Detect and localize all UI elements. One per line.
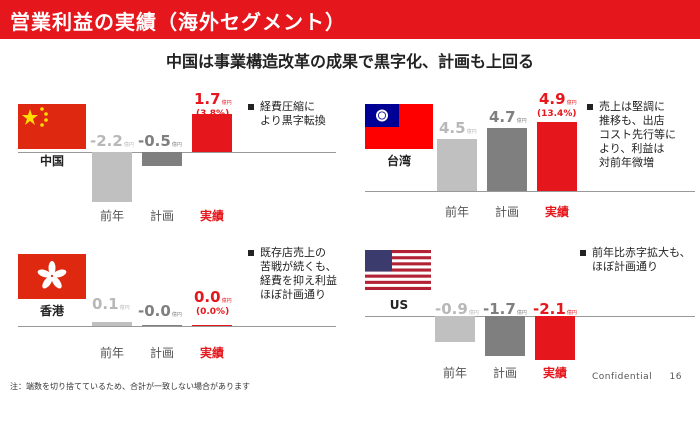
category-plan: 計画 xyxy=(149,209,174,223)
category-actual: 実績 xyxy=(542,366,567,380)
panel-china: 中国 -2.2億円 -0.5億円 1.7億円 (3.8%) 前年 計画 実績 経… xyxy=(0,90,340,230)
footnote: 注：端数を切り捨てているため、合計が一致しない場合があります xyxy=(10,382,250,391)
note: 既存店売上の 苦戦が続くも、 経費を抑え利益 ほぼ計画通り xyxy=(248,246,358,302)
bar-actual xyxy=(535,316,575,360)
taiwan-flag-icon xyxy=(365,104,433,149)
note: 前年比赤字拡大も、 ほぼ計画通り xyxy=(580,246,695,274)
bar-prev xyxy=(92,152,132,202)
percent: (13.4%) xyxy=(537,109,577,119)
region-label: US xyxy=(389,298,409,312)
bar-actual xyxy=(192,325,232,326)
bar-actual xyxy=(537,122,577,191)
bar-prev xyxy=(435,316,475,342)
value-actual: -2.1億円 xyxy=(533,300,577,318)
bar-prev xyxy=(437,139,477,191)
bar-prev xyxy=(92,322,132,326)
category-plan: 計画 xyxy=(149,346,174,360)
china-flag-icon xyxy=(18,104,86,149)
category-prev: 前年 xyxy=(442,366,467,380)
category-actual: 実績 xyxy=(199,209,224,223)
bullet-icon xyxy=(248,250,254,256)
region-label: 中国 xyxy=(39,154,64,168)
bullet-icon xyxy=(580,250,586,256)
bar-plan xyxy=(485,316,525,356)
value-actual: 4.9億円 xyxy=(539,90,577,108)
page-title: 営業利益の実績（海外セグメント） xyxy=(0,0,700,39)
category-prev: 前年 xyxy=(99,346,124,360)
value-prev: -2.2億円 xyxy=(90,132,134,150)
value-prev: -0.9億円 xyxy=(435,300,479,318)
value-prev: 0.1億円 xyxy=(92,295,130,313)
us-flag-icon xyxy=(365,250,431,290)
region-label: 香港 xyxy=(39,304,64,318)
note: 売上は堅調に 推移も、出店 コスト先行等に より、利益は 対前年微増 xyxy=(587,100,697,170)
bar-plan xyxy=(142,325,182,326)
bullet-icon xyxy=(248,104,254,110)
category-plan: 計画 xyxy=(494,205,519,219)
category-actual: 実績 xyxy=(199,346,224,360)
percent: (0.0%) xyxy=(196,307,230,317)
value-plan: -0.0億円 xyxy=(138,302,182,320)
footer: Confidential 16 xyxy=(592,372,682,382)
value-plan: 4.7億円 xyxy=(489,108,527,126)
category-prev: 前年 xyxy=(444,205,469,219)
bar-plan xyxy=(487,128,527,191)
hongkong-flag-icon xyxy=(18,254,86,299)
baseline xyxy=(365,316,695,317)
panel-taiwan: 台湾 4.5億円 4.7億円 4.9億円 (13.4%) 前年 計画 実績 売上… xyxy=(355,90,695,230)
bullet-icon xyxy=(587,104,593,110)
category-plan: 計画 xyxy=(492,366,517,380)
region-label: 台湾 xyxy=(386,154,411,168)
bar-plan xyxy=(142,152,182,166)
page-subtitle: 中国は事業構造改革の成果で黒字化、計画も上回る xyxy=(165,52,534,71)
panel-hongkong: 香港 0.1億円 -0.0億円 0.0億円 (0.0%) 前年 計画 実績 既存… xyxy=(0,240,340,380)
value-actual: 0.0億円 xyxy=(194,288,232,306)
percent: (3.8%) xyxy=(196,109,230,119)
value-plan: -0.5億円 xyxy=(138,132,182,150)
value-actual: 1.7億円 xyxy=(194,90,232,108)
note: 経費圧縮に より黒字転換 xyxy=(248,100,358,128)
category-prev: 前年 xyxy=(99,209,124,223)
value-plan: -1.7億円 xyxy=(483,300,527,318)
page-number: 16 xyxy=(669,372,682,382)
panel-us: US -0.9億円 -1.7億円 -2.1億円 前年 計画 実績 前年比赤字拡大… xyxy=(355,240,695,380)
category-actual: 実績 xyxy=(544,205,569,219)
value-prev: 4.5億円 xyxy=(439,119,477,137)
baseline xyxy=(365,191,695,192)
confidential-label: Confidential xyxy=(592,372,653,382)
baseline xyxy=(18,326,336,327)
bar-actual xyxy=(192,114,232,152)
